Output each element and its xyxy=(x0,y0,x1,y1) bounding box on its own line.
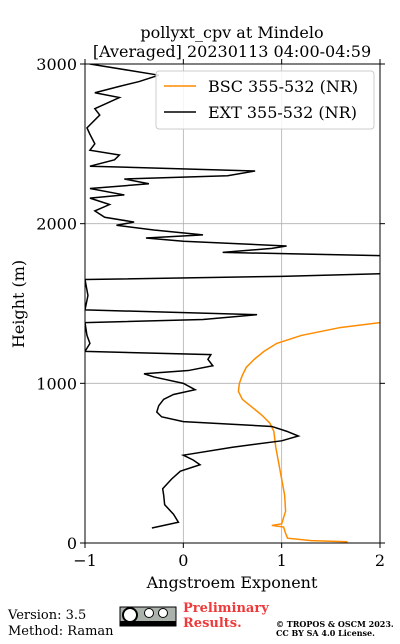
x-tick-label: 2 xyxy=(375,551,385,570)
x-axis-label: Angstroem Exponent xyxy=(146,573,318,592)
y-tick-label: 3000 xyxy=(36,55,77,74)
method-text: Method: Raman xyxy=(8,624,114,639)
chart-subtitle: [Averaged] 20230113 04:00-04:59 xyxy=(93,42,371,61)
footer: Version: 3.5 Method: Raman Preliminary R… xyxy=(7,601,394,639)
plot-frame xyxy=(84,63,381,544)
y-axis-label: Height (m) xyxy=(9,260,28,348)
sa-icon xyxy=(158,608,168,618)
status-text: Preliminary Results. xyxy=(183,601,269,631)
plot-lines xyxy=(85,64,380,543)
cc-icon xyxy=(122,607,138,623)
status-box: Preliminary Results. xyxy=(183,601,269,631)
legend-label: BSC 355-532 (NR) xyxy=(208,77,358,96)
legend-box xyxy=(155,70,375,130)
x-tick-label: 0 xyxy=(178,551,188,570)
version-text: Version: 3.5 xyxy=(7,608,86,623)
chart-title: pollyxt_cpv at Mindelo xyxy=(140,23,323,42)
y-tick-label: 1000 xyxy=(36,374,77,393)
license-text: CC BY SA 4.0 License. xyxy=(276,628,375,638)
copyright-text: © TROPOS & OSCM 2023. xyxy=(276,619,394,629)
y-tick-label: 0 xyxy=(67,534,77,553)
y-tick-label: 2000 xyxy=(36,215,77,234)
x-tick-label: −1 xyxy=(73,551,97,570)
x-tick-label: 1 xyxy=(277,551,287,570)
legend-label: EXT 355-532 (NR) xyxy=(208,103,357,122)
cc-badge-strip xyxy=(120,621,176,626)
by-icon xyxy=(144,608,154,618)
data-line xyxy=(237,321,380,543)
data-line xyxy=(85,64,380,529)
